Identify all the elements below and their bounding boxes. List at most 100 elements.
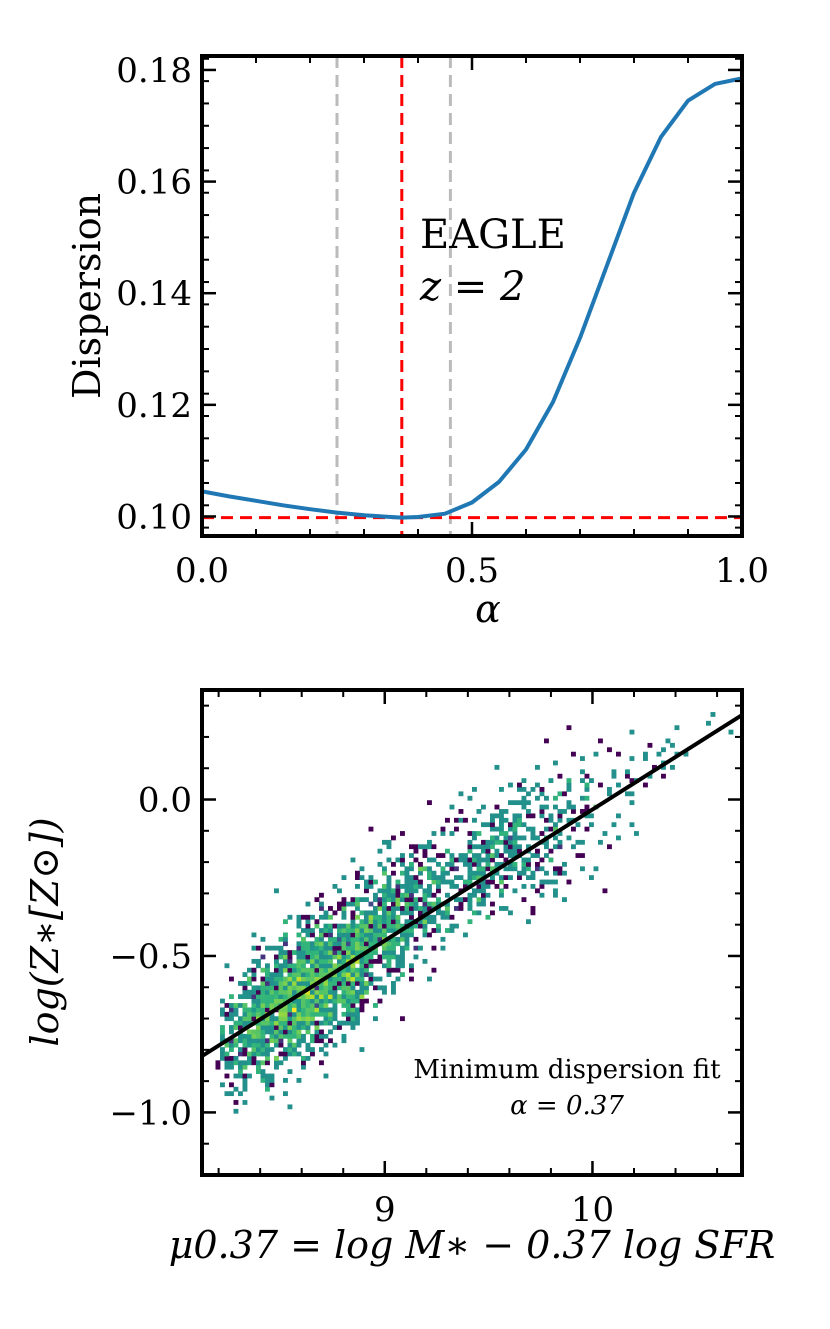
heatmap-cell [400,884,405,889]
heatmap-cell [238,1016,243,1022]
heatmap-cell [319,950,324,955]
heatmap-cell [400,861,405,867]
heatmap-cell [598,839,603,845]
heatmap-cell [350,998,356,1004]
heatmap-cell [341,945,347,951]
heatmap-cell [319,1007,324,1013]
heatmap-cell [404,906,410,911]
heatmap-cell [494,764,500,770]
heatmap-cell [472,892,477,898]
heatmap-cell [355,941,360,947]
heatmap-cell [238,1033,243,1039]
heatmap-cell [328,1007,333,1013]
heatmap-cell [418,923,423,929]
heatmap-cell [314,976,320,982]
heatmap-cell [377,914,383,920]
heatmap-cell [301,972,306,977]
heatmap-cell [553,795,558,801]
heatmap-cell [305,998,311,1004]
heatmap-cell [292,1029,297,1035]
heatmap-cell [458,791,464,797]
heatmap-cell [283,941,288,947]
heatmap-cell [364,998,369,1004]
heatmap-cell [247,1055,252,1061]
heatmap-cell [409,932,414,938]
heatmap-cell [512,853,518,858]
heatmap-cell [530,910,536,916]
heatmap-cell [274,1055,279,1061]
heatmap-cell [247,1038,252,1044]
heatmap-cell [634,831,639,836]
heatmap-cell [413,884,419,889]
heatmap-cell [436,875,441,880]
heatmap-cell [269,1025,275,1030]
heatmap-cell [305,1020,311,1026]
fit-annotation-alpha: α = 0.37 [510,1091,624,1121]
heatmap-cell [242,1011,248,1017]
heatmap-cell [359,897,365,903]
heatmap-cell [499,809,504,814]
heatmap-cell [544,817,549,823]
heatmap-cell [377,919,383,925]
heatmap-cell [278,1042,284,1048]
heatmap-cell [319,1047,324,1052]
heatmap-cell [364,914,369,920]
heatmap-cell [332,989,338,995]
heatmap-cell [247,1016,252,1022]
heatmap-cell [260,1069,266,1074]
heatmap-cell [292,1007,297,1013]
heatmap-cell [400,972,405,977]
heatmap-cell [589,875,594,880]
heatmap-cell [256,1060,261,1066]
heatmap-cell [485,844,491,850]
heatmap-cell [409,901,414,907]
heatmap-cell [287,1007,293,1013]
heatmap-cell [355,950,360,955]
heatmap-cell [319,932,324,938]
heatmap-cell [346,967,351,973]
heatmap-cell [265,985,270,991]
heatmap-cell [377,906,383,911]
heatmap-cell [274,1042,279,1048]
heatmap-cell [359,945,365,951]
heatmap-cell [440,914,446,920]
heatmap-cell [647,742,653,748]
heatmap-cell [319,1029,324,1035]
heatmap-cell [233,1007,239,1013]
heatmap-cell [463,879,468,885]
heatmap-cell [341,981,347,986]
heatmap-cell [377,976,383,982]
heatmap-cell [332,972,338,977]
heatmap-cell [395,967,401,973]
heatmap-cell [233,1086,239,1092]
heatmap-cell [364,897,369,903]
heatmap-cell [395,976,401,982]
heatmap-cell [580,795,585,801]
heatmap-cell [301,998,306,1004]
heatmap-cell [278,967,284,973]
heatmap-cell [589,813,594,819]
heatmap-cell [580,839,585,845]
heatmap-cell [422,901,428,907]
heatmap-cell [260,985,266,991]
heatmap-cell [283,1091,288,1097]
heatmap-cell [440,910,446,916]
heatmap-cell [296,932,302,938]
heatmap-cell [382,923,387,929]
heatmap-cell [269,1047,275,1052]
heatmap-cell [382,866,387,872]
heatmap-cell [557,844,563,850]
heatmap-cell [323,1033,329,1039]
heatmap-cell [431,901,437,907]
heatmap-cell [382,910,387,916]
heatmap-cell [256,1007,261,1013]
heatmap-cell [427,976,432,982]
heatmap-cell [238,1003,243,1008]
heatmap-cell [247,1029,252,1035]
heatmap-cell [305,932,311,938]
heatmap-cell [386,950,392,955]
heatmap-cell [418,879,423,885]
heatmap-cell [220,1051,225,1057]
heatmap-cell [386,972,392,977]
heatmap-cell [377,985,383,991]
